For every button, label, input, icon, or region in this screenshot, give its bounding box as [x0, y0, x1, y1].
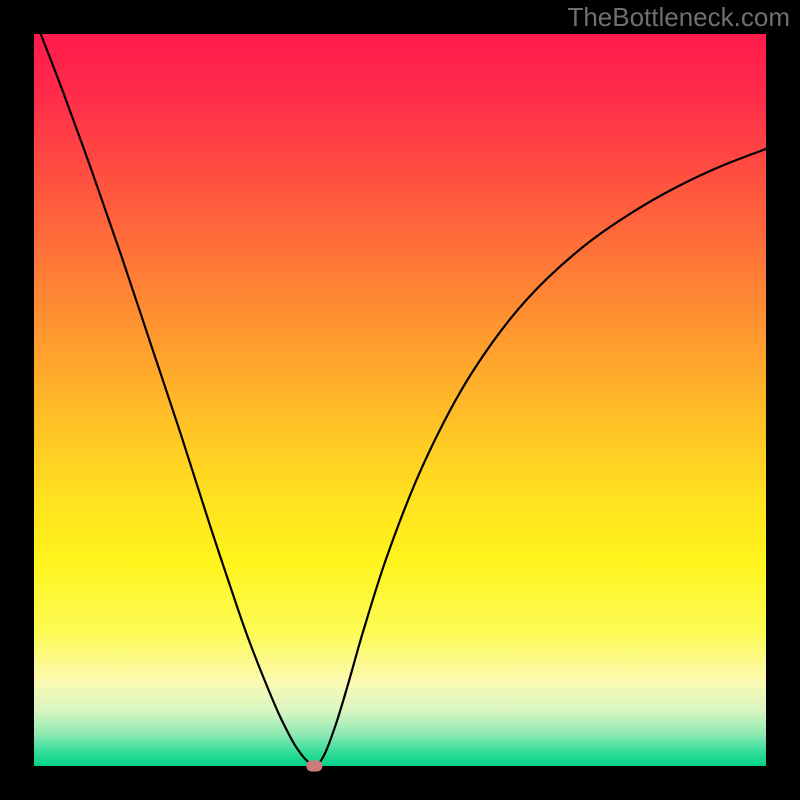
minimum-marker	[306, 761, 322, 772]
bottleneck-chart	[0, 0, 800, 800]
watermark-text: TheBottleneck.com	[567, 2, 790, 33]
chart-container: TheBottleneck.com	[0, 0, 800, 800]
chart-background	[34, 34, 766, 766]
